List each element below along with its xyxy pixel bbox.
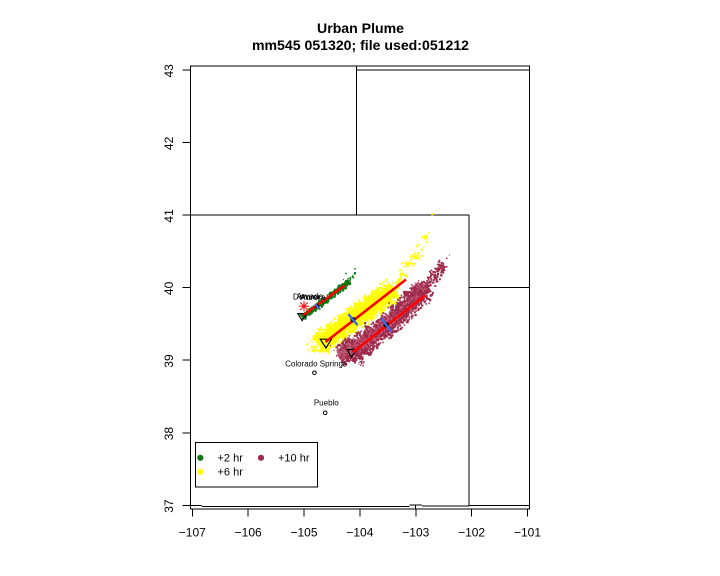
svg-text:−105: −105 (290, 525, 317, 539)
svg-text:Pueblo: Pueblo (314, 399, 339, 408)
svg-text:−103: −103 (402, 525, 429, 539)
svg-text:Aurora: Aurora (300, 292, 326, 302)
svg-text:Colorado Springs: Colorado Springs (285, 359, 347, 368)
svg-text:Urban Plume: Urban Plume (317, 20, 404, 36)
svg-text:Denver: Denver (293, 292, 321, 302)
svg-text:mm545 051320; file used:051212: mm545 051320; file used:051212 (252, 37, 469, 53)
svg-text:40: 40 (162, 281, 176, 295)
svg-text:−101: −101 (514, 525, 541, 539)
svg-text:−104: −104 (346, 525, 373, 539)
svg-text:38: 38 (162, 427, 176, 441)
svg-text:+2 hr: +2 hr (218, 453, 244, 465)
svg-text:−106: −106 (235, 525, 262, 539)
svg-text:43: 43 (162, 64, 176, 78)
svg-text:42: 42 (162, 136, 176, 150)
svg-text:+6 hr: +6 hr (218, 467, 244, 479)
svg-text:+10 hr: +10 hr (278, 453, 310, 465)
svg-text:−102: −102 (458, 525, 485, 539)
svg-text:−107: −107 (179, 525, 206, 539)
svg-text:41: 41 (162, 209, 176, 223)
svg-text:39: 39 (162, 354, 176, 368)
svg-text:Arvada: Arvada (297, 291, 324, 301)
svg-text:37: 37 (162, 499, 176, 513)
